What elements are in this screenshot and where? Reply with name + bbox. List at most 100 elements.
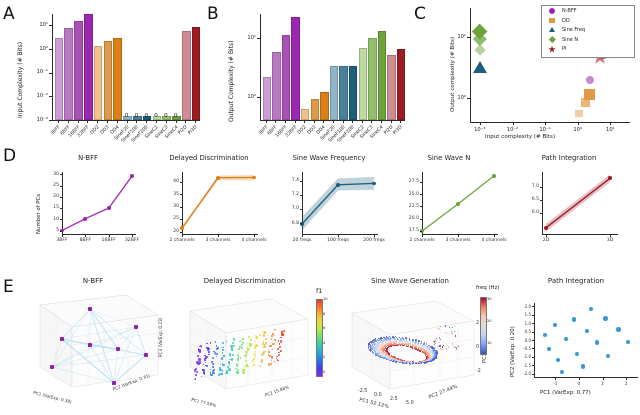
data-point[interactable] [456,202,460,206]
data-point[interactable] [60,228,64,233]
data-point[interactable] [544,225,548,230]
bar-32BFF[interactable] [291,17,300,120]
scatter-point[interactable] [581,364,586,369]
marker-circle[interactable] [586,75,595,84]
bar-32BFF[interactable] [84,13,93,120]
marker-circle[interactable] [548,7,556,15]
subplot-Sine Wave Frequency: Sine Wave Frequency [278,146,380,276]
scatter-point[interactable] [552,323,557,328]
bar-PI3D[interactable] [397,49,406,120]
scatter-point [379,353,382,355]
bar-16BFF[interactable] [281,35,291,120]
bar-SineC2[interactable] [152,116,162,120]
marker-triangle[interactable] [472,60,487,73]
x-tick [254,234,255,237]
scatter-point[interactable] [616,327,621,332]
bar-SineF200[interactable] [142,116,152,120]
bar-SineF100[interactable] [339,66,348,120]
scatter-point [200,375,202,378]
bar-SineF100[interactable] [133,116,142,120]
panel-label-d: D [3,146,17,166]
marker-square[interactable] [549,17,555,24]
bar-SineF20[interactable] [329,66,339,120]
marker-triangle[interactable] [548,27,555,32]
scatter-point[interactable] [543,333,548,338]
bar-DD4[interactable] [113,38,122,120]
data-point[interactable] [180,226,184,231]
scatter-point [429,360,431,361]
bar-DD3[interactable] [103,41,113,120]
bar-DD3[interactable] [310,98,319,120]
bar-SineC4[interactable] [172,116,181,120]
scatter-point [432,358,434,360]
scatter-point [211,370,214,373]
scatter-point [435,357,437,359]
scatter-point[interactable] [605,353,610,359]
scatter-point[interactable] [571,317,576,322]
scatter-point [386,340,388,342]
scatter-point[interactable] [559,370,565,375]
data-point[interactable] [372,181,376,186]
bar-SineC4[interactable] [377,31,387,120]
panel-b-chart: Output Complexity (# Bits) 10⁰ 10¹ 3BFF 6B… [205,0,410,145]
graph-node[interactable] [88,307,92,311]
scatter-point [375,354,377,356]
marker-square[interactable] [584,89,596,101]
scatter-point [398,344,400,346]
panel-a-chart: Input Complexity (# Bits) 10⁻³ 10⁻² 10⁻¹ 10… [0,0,205,145]
x-tick [313,120,315,123]
data-point[interactable] [252,175,256,180]
bar-SineF20[interactable] [123,116,132,120]
data-point[interactable] [216,175,220,180]
bar-SineC2[interactable] [358,48,367,120]
scatter-point [427,348,429,350]
scatter-point[interactable] [584,329,590,334]
graph-node[interactable] [60,337,64,341]
bar-SineC3[interactable] [162,116,171,120]
bar-PI2D[interactable] [387,55,396,120]
data-point[interactable] [83,216,88,221]
y-tick [299,223,302,224]
scatter-point[interactable] [546,347,551,352]
scatter-point [408,362,411,365]
bar-PI3D[interactable] [191,27,201,120]
bar-3BFF[interactable] [262,77,271,120]
marker-square[interactable] [575,109,583,117]
data-point[interactable] [106,206,111,210]
graph-node[interactable] [112,381,116,385]
bar-6BFF[interactable] [64,28,73,120]
scatter-point[interactable] [625,339,631,345]
bar-6BFF[interactable] [272,51,281,120]
scatter-point [386,347,389,349]
marker-square[interactable] [581,97,591,107]
scatter-point[interactable] [574,351,580,356]
scatter-point[interactable] [595,340,600,345]
graph-node[interactable] [88,343,92,347]
scatter-point [369,349,371,352]
scatter-point [371,352,373,354]
bar-PI2D[interactable] [182,30,191,120]
bar-DD4[interactable] [320,91,329,120]
data-point[interactable] [492,174,496,178]
bar-DD2[interactable] [301,109,310,120]
graph-node[interactable] [50,365,54,369]
bar-16BFF[interactable] [74,20,83,120]
bar-SineF200[interactable] [349,66,358,120]
scatter-point[interactable] [589,306,594,312]
data-point[interactable] [608,176,612,181]
marker-star[interactable] [548,45,556,53]
scatter-point [254,353,257,355]
data-point[interactable] [336,182,340,187]
scatter-point[interactable] [603,316,608,321]
bar-SineC3[interactable] [368,37,377,120]
bar-DD2[interactable] [93,46,103,120]
bar-3BFF[interactable] [54,37,64,120]
graph-node[interactable] [144,353,148,357]
scatter-point [381,352,383,354]
data-point[interactable] [130,174,134,178]
data-point[interactable] [300,222,304,226]
graph-node[interactable] [134,325,138,329]
scatter-point[interactable] [555,357,561,362]
graph-node[interactable] [116,347,120,351]
scatter-point[interactable] [563,337,569,342]
